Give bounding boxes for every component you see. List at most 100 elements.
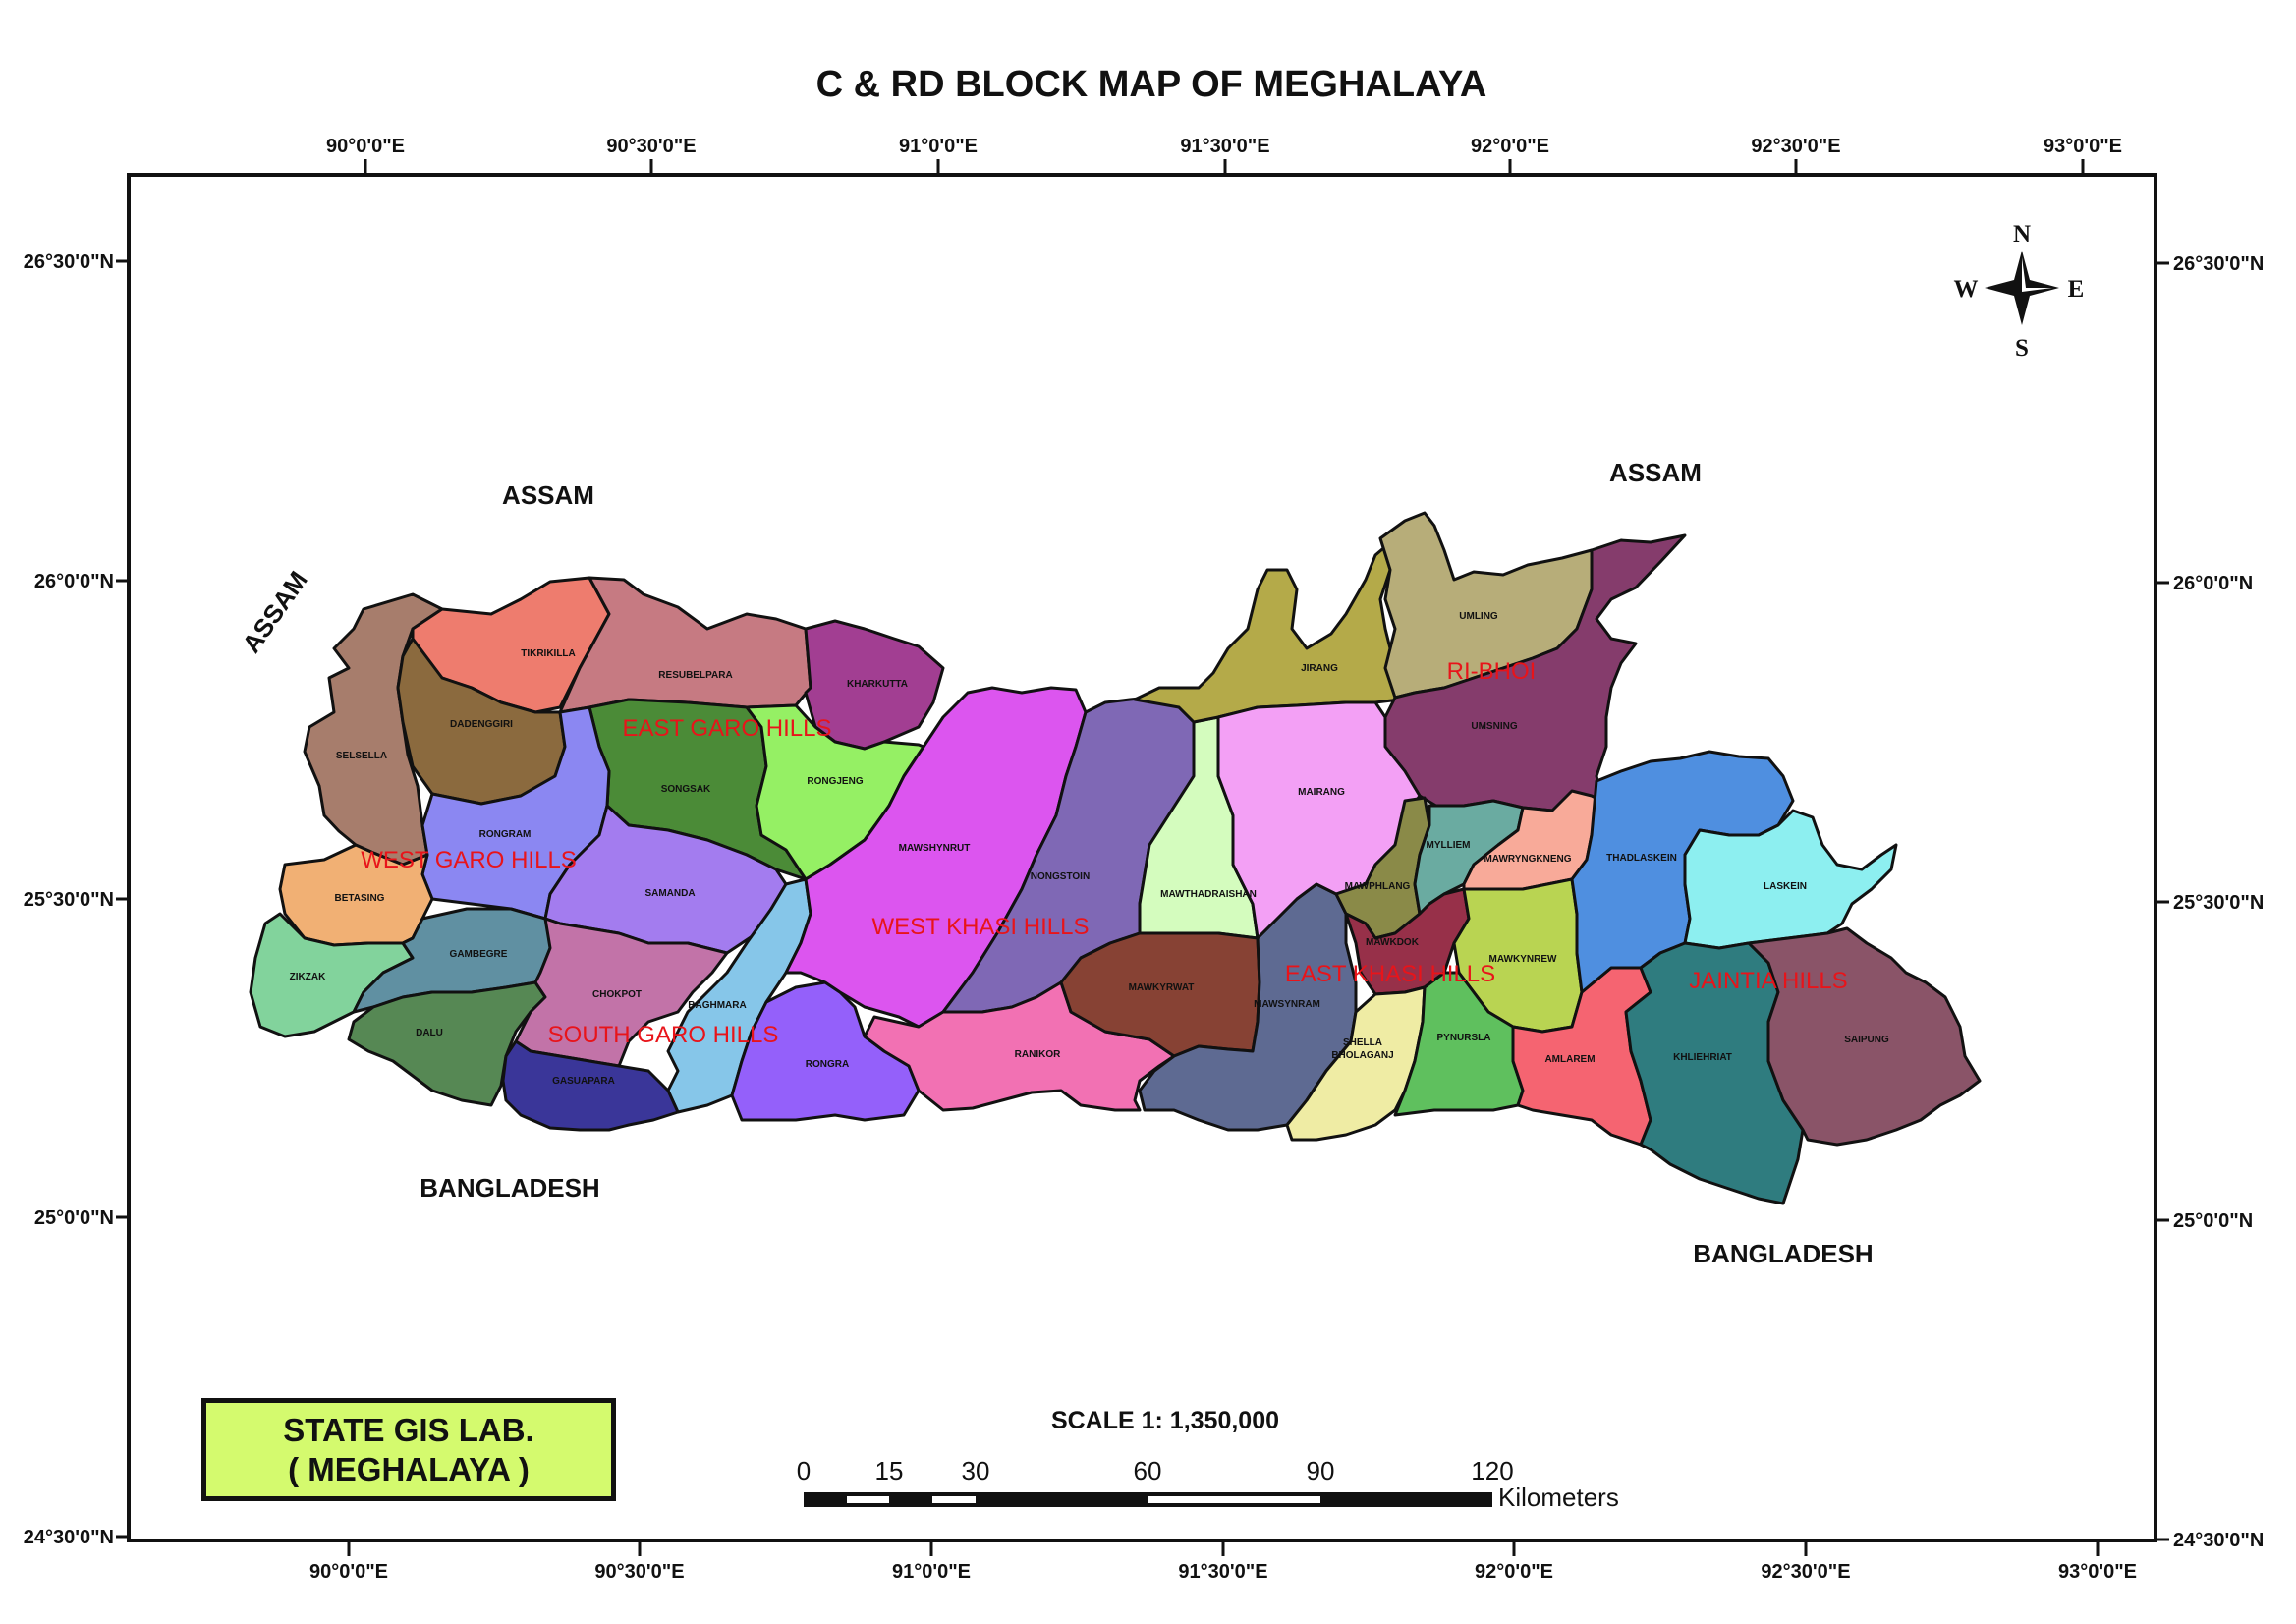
left-latitude-labels: 26°30'0"N 26°0'0"N 25°30'0"N 25°0'0"N 24… [24,252,114,1548]
block-resubelpara [558,576,812,714]
lat-tick-label: 25°30'0"N [2173,892,2264,914]
district-label: EAST GARO HILLS [623,715,832,742]
block-label: MAIRANG [1298,787,1345,798]
scale-bar-segment [932,1496,976,1503]
block-labels: SELSELLA TIKRIKILLA DADENGGIRI RESUBELPA… [290,611,1889,1087]
bottom-tick-marks [347,1540,2100,1556]
scale-label: 120 [1471,1456,1513,1485]
block-label: MAWPHLANG [1345,881,1411,892]
lon-tick-label: 90°0'0"E [309,1561,388,1583]
block-label: KHLIEHRIAT [1673,1052,1732,1063]
compass-highlight [2022,288,2052,292]
right-tick-marks [2156,261,2169,1541]
block-polygons-khasi [784,511,1982,1205]
block-label: THADLASKEIN [1606,853,1677,864]
block-label: RONGJENG [807,776,863,787]
scale-bar: SCALE 1: 1,350,000 0 15 30 60 90 120 Kil… [797,1407,1619,1512]
block-label: RESUBELPARA [658,670,732,681]
lat-tick-label: 25°0'0"N [34,1207,114,1229]
lat-tick-label: 26°30'0"N [24,252,114,273]
block-label: TIKRIKILLA [521,648,576,659]
lon-tick-label: 92°0'0"E [1475,1561,1553,1583]
district-label: RI-BHOI [1447,658,1537,685]
lon-tick-label: 91°30'0"E [1180,136,1269,157]
block-label: RANIKOR [1015,1049,1061,1060]
neighbor-label: BANGLADESH [1693,1239,1873,1268]
scale-label: 60 [1134,1456,1162,1485]
block-label: SHELLA [1343,1037,1382,1048]
lon-tick-label: 90°30'0"E [594,1561,684,1583]
block-label: GAMBEGRE [450,949,508,960]
scale-bar-segment [1148,1496,1320,1503]
compass-north: N [2013,221,2031,248]
compass-west: W [1954,276,1979,303]
lon-tick-label: 91°30'0"E [1178,1561,1267,1583]
block-label: DADENGGIRI [450,719,513,730]
block-label: PYNURSLA [1436,1033,1490,1043]
scale-label: 30 [962,1456,990,1485]
district-label: SOUTH GARO HILLS [548,1022,779,1048]
top-tick-marks [364,159,2085,175]
lab-credit-box: STATE GIS LAB. ( MEGHALAYA ) [201,1398,616,1501]
block-label: MAWKDOK [1366,937,1420,948]
lon-tick-label: 92°30'0"E [1761,1561,1850,1583]
district-labels: EAST GARO HILLS WEST GARO HILLS SOUTH GA… [361,658,1848,1048]
block-jirang [1133,536,1402,724]
compass-rose: N S E W [1954,221,2085,362]
scale-label: 15 [875,1456,904,1485]
lon-tick-label: 91°0'0"E [899,136,978,157]
block-label: JIRANG [1301,663,1338,674]
block-label: NONGSTOIN [1031,871,1090,882]
block-label: MAWKYNREW [1489,954,1557,965]
block-kharkutta [804,619,945,751]
lon-tick-label: 90°30'0"E [606,136,696,157]
block-shella [1285,985,1427,1142]
lab-state: ( MEGHALAYA ) [288,1450,530,1487]
lon-tick-label: 92°0'0"E [1471,136,1549,157]
neighbor-label: ASSAM [236,566,312,658]
left-tick-marks [116,259,129,1539]
block-gasuapara [501,1039,680,1132]
block-label: MAWSHYNRUT [899,843,971,854]
block-label: SAIPUNG [1844,1035,1889,1045]
block-label: LASKEIN [1764,881,1807,892]
lat-tick-label: 24°30'0"N [2173,1530,2264,1551]
map-frame [127,173,2157,1542]
district-label: WEST KHASI HILLS [872,914,1090,940]
neighbor-label: ASSAM [502,480,594,510]
block-label: SONGSAK [661,784,711,795]
block-label: UMSNING [1471,721,1517,732]
block-label: SELSELLA [336,751,387,761]
neighbor-label: ASSAM [1609,458,1702,487]
scale-bar-segment [847,1496,889,1503]
block-label: UMLING [1459,611,1498,622]
lat-tick-label: 25°0'0"N [2173,1210,2253,1232]
neighbor-label: BANGLADESH [420,1173,599,1203]
block-label: MYLLIEM [1427,840,1471,851]
lat-tick-label: 26°0'0"N [34,571,114,592]
map-title: C & RD BLOCK MAP OF MEGHALAYA [816,64,1487,105]
block-label: SAMANDA [644,888,695,899]
block-label: KHARKUTTA [847,679,908,690]
lat-tick-label: 26°30'0"N [2173,253,2264,275]
block-label: MAWSYNRAM [1254,999,1320,1010]
scale-title: SCALE 1: 1,350,000 [1051,1407,1279,1434]
block-label: RONGRAM [479,829,532,840]
block-chokpot [514,917,729,1068]
right-latitude-labels: 26°30'0"N 26°0'0"N 25°30'0"N 25°0'0"N 24… [2173,253,2264,1551]
lon-tick-label: 93°0'0"E [2044,136,2122,157]
scale-label: 0 [797,1456,811,1485]
block-label: MAWKYRWAT [1129,982,1195,993]
block-label: MAWTHADRAISHAN [1160,889,1257,900]
district-label: WEST GARO HILLS [361,847,577,873]
lon-tick-label: 93°0'0"E [2058,1561,2137,1583]
district-label: JAINTIA HILLS [1689,968,1847,994]
scale-unit: Kilometers [1498,1483,1619,1512]
block-ranikor [863,980,1176,1112]
block-label: BHOLAGANJ [1331,1050,1393,1061]
lat-tick-label: 24°30'0"N [24,1527,114,1548]
block-laskein [1683,809,1898,950]
block-label: CHOKPOT [592,989,642,1000]
block-label: BAGHMARA [688,1000,746,1011]
